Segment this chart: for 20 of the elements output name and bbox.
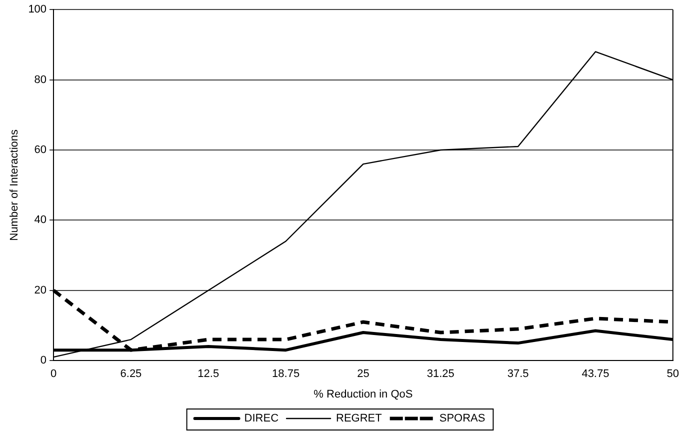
y-axis-title: Number of Interactions xyxy=(8,128,21,241)
x-tick-label: 43.75 xyxy=(582,368,610,380)
legend-label: REGRET xyxy=(336,412,382,425)
legend-label: DIREC xyxy=(244,412,279,425)
y-tick-label: 40 xyxy=(34,214,47,226)
x-tick-label: 0 xyxy=(50,368,57,380)
x-tick-label: 37.5 xyxy=(507,368,529,380)
x-tick-label: 25 xyxy=(357,368,370,380)
x-tick-label: 12.5 xyxy=(198,368,220,380)
x-tick-label: 31.25 xyxy=(426,368,454,380)
x-tick-label: 18.75 xyxy=(272,368,300,380)
x-tick-label: 50 xyxy=(666,368,680,380)
legend-label: SPORAS xyxy=(439,412,486,425)
y-tick-label: 100 xyxy=(28,4,47,16)
x-tick-label: 6.25 xyxy=(120,368,142,380)
y-tick-label: 60 xyxy=(34,144,47,156)
x-axis-title: % Reduction in QoS xyxy=(314,388,413,400)
y-tick-label: 20 xyxy=(34,284,47,296)
y-tick-label: 0 xyxy=(40,354,47,367)
y-tick-label: 80 xyxy=(34,74,47,86)
